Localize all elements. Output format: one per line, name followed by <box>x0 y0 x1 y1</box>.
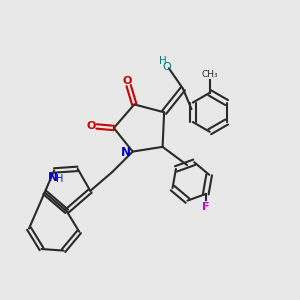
Text: O: O <box>86 122 96 131</box>
Text: F: F <box>202 202 209 212</box>
Text: CH₃: CH₃ <box>201 70 218 79</box>
Text: N: N <box>121 146 131 159</box>
Text: N: N <box>48 171 58 184</box>
Text: H: H <box>56 174 64 184</box>
Text: H: H <box>159 56 167 66</box>
Text: O: O <box>162 62 171 72</box>
Text: O: O <box>123 76 132 86</box>
